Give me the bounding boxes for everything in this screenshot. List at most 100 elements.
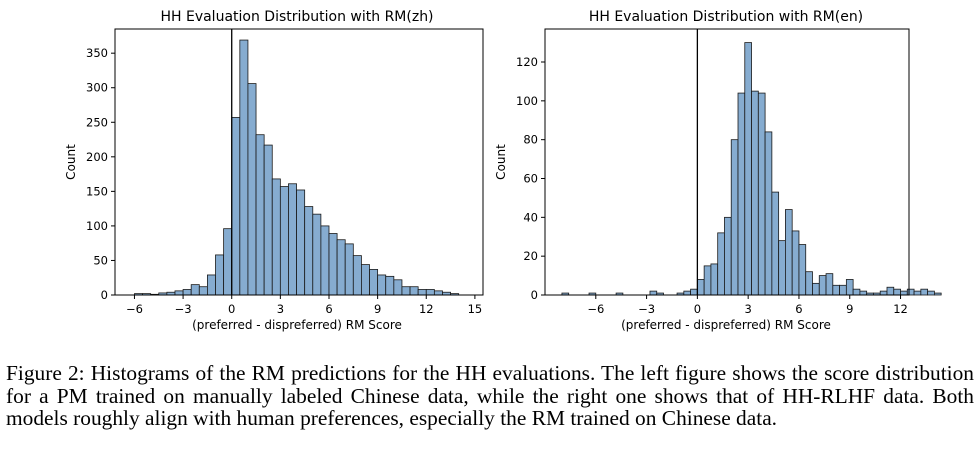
- histogram-bar: [690, 288, 698, 296]
- histogram-bar: [304, 206, 314, 296]
- x-tick-label: −3: [175, 302, 192, 316]
- histogram-rm-zh: HH Evaluation Distribution with RM(zh) C…: [64, 9, 484, 332]
- x-tick-label: 6: [325, 302, 332, 316]
- bar-group: [134, 39, 460, 296]
- histogram-bar: [239, 39, 249, 296]
- y-tick-label: 100: [86, 219, 108, 233]
- histogram-bar: [231, 117, 241, 296]
- x-tick-label: 9: [374, 302, 381, 316]
- histogram-bar: [174, 290, 184, 296]
- histogram-bar: [744, 42, 752, 296]
- histogram-bar: [771, 191, 780, 296]
- histogram-bar: [913, 290, 922, 296]
- x-ticks: −6 −3 0 3 6 9 12: [587, 295, 908, 316]
- histogram-bar: [751, 90, 759, 296]
- y-tick-label: 20: [523, 249, 538, 263]
- histogram-bar: [812, 282, 820, 296]
- y-tick-label: 300: [86, 81, 108, 95]
- histogram-bar: [900, 290, 908, 296]
- histogram-bar: [271, 178, 281, 296]
- histogram-bar: [818, 275, 827, 296]
- x-tick-label: 12: [893, 302, 908, 316]
- histogram-bar: [683, 290, 691, 296]
- histogram-bar: [798, 244, 807, 296]
- histogram-bar: [279, 186, 289, 296]
- histogram-bar: [393, 279, 403, 296]
- histogram-bar: [182, 289, 192, 296]
- histogram-bar: [361, 264, 370, 296]
- histogram-bar: [425, 289, 435, 296]
- x-tick-label: 0: [228, 302, 235, 316]
- histogram-bar: [247, 83, 257, 296]
- histogram-bar: [920, 288, 929, 296]
- histogram-bar: [352, 255, 362, 296]
- histogram-bar: [288, 183, 297, 296]
- y-tick-label: 120: [516, 55, 538, 69]
- plot-frame: [114, 28, 484, 296]
- y-tick-label: 200: [86, 150, 108, 164]
- histogram-bar: [369, 269, 379, 296]
- histogram-bar: [832, 284, 840, 296]
- x-axis-label: (preferred - dispreferred) RM Score: [192, 318, 402, 332]
- histogram-bar: [845, 279, 854, 296]
- x-tick-label: 6: [795, 302, 802, 316]
- chart-title: HH Evaluation Distribution with RM(en): [589, 9, 863, 25]
- histogram-bar: [717, 232, 725, 296]
- histogram-bar: [207, 274, 216, 296]
- plot-frame: [544, 28, 910, 296]
- histogram-bar: [336, 239, 346, 296]
- histogram-bar: [764, 131, 773, 296]
- y-tick-label: 250: [86, 115, 108, 129]
- histogram-bar: [791, 230, 800, 296]
- histogram-bar: [649, 290, 658, 296]
- histogram-bar: [703, 265, 712, 296]
- x-tick-label: −6: [587, 302, 604, 316]
- histogram-bar: [417, 289, 427, 296]
- histogram-bar: [320, 225, 330, 296]
- x-tick-label: −6: [126, 302, 143, 316]
- histogram-bar: [778, 240, 786, 296]
- x-tick-label: 0: [694, 302, 701, 316]
- histogram-bar: [385, 275, 395, 296]
- x-tick-label: 15: [468, 302, 483, 316]
- figure: HH Evaluation Distribution with RM(zh) C…: [64, 9, 942, 332]
- histogram-bar: [886, 286, 895, 296]
- histogram-bar: [785, 209, 793, 296]
- histogram-bar: [223, 228, 233, 296]
- histogram-bar: [737, 92, 746, 296]
- histogram-bar: [906, 288, 915, 296]
- x-ticks: −6 −3 0 3 6 9 12 15: [126, 295, 482, 316]
- histogram-bar: [215, 254, 225, 296]
- y-ticks: 0 20 40 60 80 100 120: [516, 55, 545, 302]
- histogram-bar: [933, 292, 942, 296]
- histogram-bar: [859, 290, 868, 296]
- histogram-bar: [377, 274, 387, 296]
- histogram-bar: [879, 290, 888, 296]
- histogram-bar: [190, 284, 200, 296]
- histogram-bar: [805, 271, 813, 296]
- histogram-bar: [433, 290, 443, 296]
- bar-group: [561, 42, 942, 296]
- x-tick-label: 9: [846, 302, 853, 316]
- chart-title: HH Evaluation Distribution with RM(zh): [160, 9, 433, 25]
- x-axis-label: (preferred - dispreferred) RM Score: [621, 318, 831, 332]
- histogram-bar: [255, 134, 265, 296]
- histogram-bar: [344, 243, 354, 296]
- x-tick-label: 3: [277, 302, 284, 316]
- histogram-bar: [893, 288, 901, 296]
- y-tick-label: 350: [86, 46, 108, 60]
- histogram-bar: [757, 92, 766, 296]
- histogram-bar: [724, 216, 732, 296]
- histogram-bar: [312, 213, 322, 296]
- histogram-bar: [328, 233, 338, 296]
- histogram-bar: [852, 288, 861, 296]
- histogram-bar: [198, 286, 208, 296]
- y-axis-label: Count: [64, 144, 78, 180]
- histogram-bar: [263, 144, 273, 296]
- histogram-bar: [839, 284, 847, 296]
- histogram-bar: [927, 290, 935, 296]
- y-tick-label: 0: [101, 288, 108, 302]
- histogram-bar: [710, 263, 719, 296]
- figure-caption: Figure 2: Histograms of the RM predictio…: [6, 361, 974, 430]
- histogram-bar: [401, 286, 411, 296]
